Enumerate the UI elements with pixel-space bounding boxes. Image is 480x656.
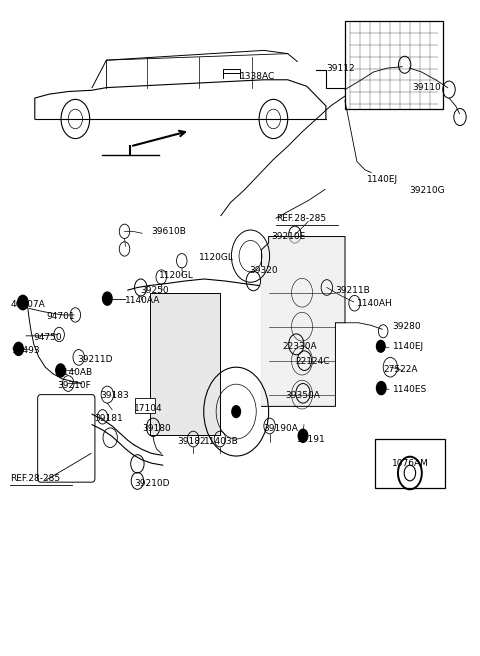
Text: 39180: 39180: [142, 424, 171, 433]
Text: 39250: 39250: [140, 285, 168, 295]
Text: 39210G: 39210G: [409, 186, 445, 195]
Text: 11403B: 11403B: [204, 437, 239, 446]
Polygon shape: [262, 237, 345, 406]
Circle shape: [376, 340, 385, 352]
Text: 39280: 39280: [393, 322, 421, 331]
Circle shape: [232, 405, 240, 417]
Text: 94750: 94750: [34, 333, 62, 342]
Text: 39211D: 39211D: [77, 355, 112, 364]
Text: 1338AC: 1338AC: [240, 72, 275, 81]
Text: REF.28-285: REF.28-285: [10, 474, 60, 483]
Text: 1140AB: 1140AB: [58, 368, 93, 377]
Text: 1120GL: 1120GL: [199, 253, 234, 262]
Text: 39210F: 39210F: [58, 381, 92, 390]
Text: 39210D: 39210D: [134, 479, 169, 488]
Text: 39610B: 39610B: [152, 227, 187, 236]
FancyBboxPatch shape: [150, 293, 220, 435]
Text: 39190A: 39190A: [263, 424, 298, 433]
Text: 39210E: 39210E: [271, 232, 305, 241]
Circle shape: [56, 364, 65, 377]
Circle shape: [18, 295, 28, 310]
Text: 1076AM: 1076AM: [392, 459, 429, 468]
Text: 1140AA: 1140AA: [124, 296, 160, 305]
Circle shape: [103, 292, 112, 305]
Text: 39183: 39183: [101, 392, 130, 400]
Circle shape: [298, 429, 308, 442]
Circle shape: [14, 342, 24, 356]
Bar: [374, 439, 445, 488]
Text: 27522A: 27522A: [383, 365, 418, 375]
Circle shape: [376, 382, 386, 395]
Text: REF.28-285: REF.28-285: [276, 214, 326, 223]
Text: 94701: 94701: [47, 312, 75, 321]
Text: 39181: 39181: [95, 414, 123, 422]
Text: 91493: 91493: [11, 346, 39, 356]
Text: 39182: 39182: [177, 437, 205, 446]
Text: 1140EJ: 1140EJ: [366, 174, 397, 184]
Text: 39191: 39191: [296, 434, 325, 443]
Text: 39320: 39320: [250, 266, 278, 275]
Bar: [345, 21, 443, 109]
FancyBboxPatch shape: [37, 395, 95, 482]
Text: 39350A: 39350A: [285, 392, 320, 400]
Text: 39112: 39112: [326, 64, 355, 73]
Text: 1140ES: 1140ES: [393, 385, 427, 394]
Text: 1120GL: 1120GL: [159, 271, 194, 280]
Circle shape: [404, 465, 416, 481]
Text: 22124C: 22124C: [295, 358, 329, 367]
Text: 22330A: 22330A: [282, 342, 317, 351]
Text: 39110: 39110: [412, 83, 441, 92]
Text: 17104: 17104: [134, 405, 163, 413]
Text: 1140AH: 1140AH: [357, 298, 393, 308]
Text: 46307A: 46307A: [11, 300, 46, 309]
FancyBboxPatch shape: [135, 398, 155, 413]
Text: 1140EJ: 1140EJ: [393, 342, 424, 351]
Text: 39211B: 39211B: [336, 285, 370, 295]
